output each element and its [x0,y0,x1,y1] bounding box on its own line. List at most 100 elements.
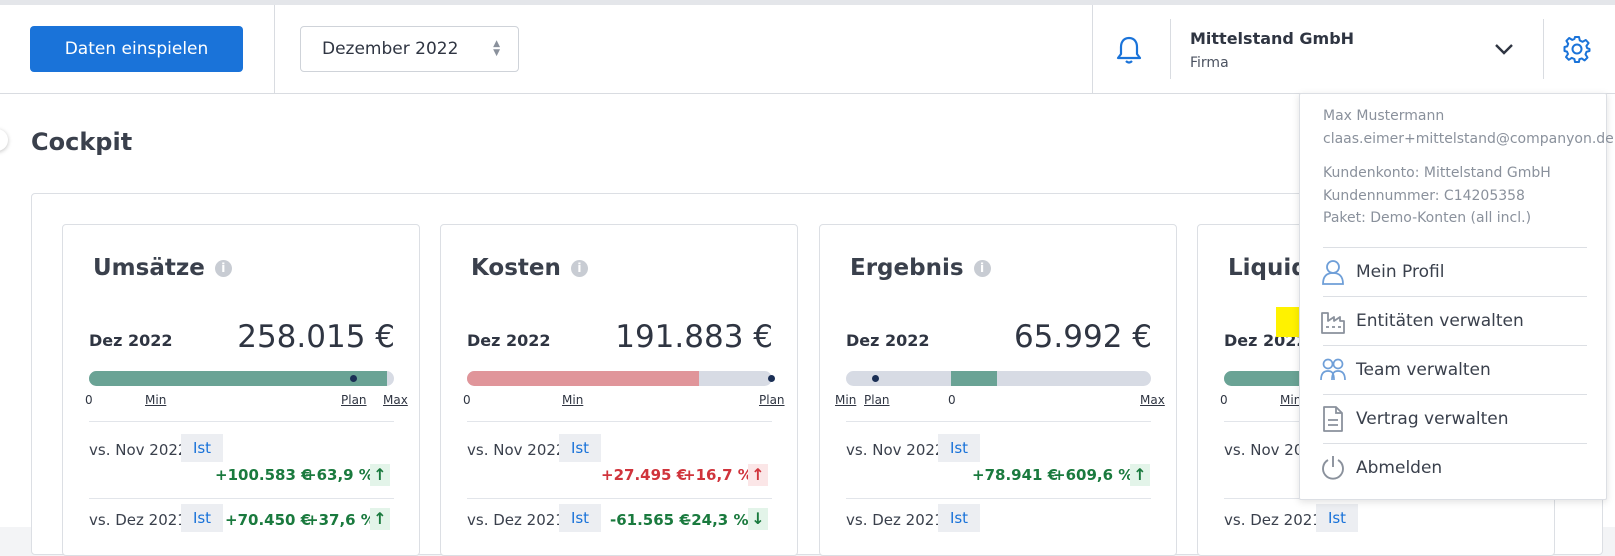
menu-item-logout[interactable]: Abmelden [1300,447,1606,489]
menu-divider [1323,345,1587,346]
progress-bar [846,371,1151,386]
main-content: Cockpit Umsätze i Dez 2022 258.015 € 0 Mi… [0,94,1615,556]
arrow-up-icon: ↑ [1130,464,1150,486]
company-name[interactable]: Mittelstand GmbH [1190,29,1355,48]
menu-divider [1323,394,1587,395]
card-title: Umsätze i [93,255,232,281]
comparison-label: vs. Dez 2021 [846,511,944,529]
arrow-down-icon: ↓ [748,508,768,530]
ist-badge[interactable]: Ist [181,504,223,532]
comparison-label: vs. Dez 2021 [89,511,187,529]
power-icon [1322,456,1344,480]
card-title: Ergebnis i [850,255,991,281]
ist-badge[interactable]: Ist [1316,504,1358,532]
delta-percent: +609,6 % [1053,466,1134,484]
comparison-label: vs. Nov 2022 [89,441,188,459]
divider [467,498,772,499]
menu-item-label: Vertrag verwalten [1356,409,1509,429]
card-period: Dez 2022 [467,331,551,350]
chevron-down-icon[interactable] [1494,42,1514,56]
package-info: Paket: Demo-Konten (all incl.) [1323,210,1532,226]
delta-percent: +16,7 % [683,466,753,484]
tick-label: Plan [341,393,367,407]
tick-label: Plan [759,393,785,407]
comparison-label: vs. Nov 2022 [846,441,945,459]
arrow-up-icon: ↑ [370,508,390,530]
delta-absolute: +78.941 € [972,466,1059,484]
user-name: Max Mustermann [1323,108,1445,124]
divider [89,421,394,422]
page-title: Cockpit [31,128,133,156]
progress-bar [467,371,772,386]
menu-item-label: Team verwalten [1356,360,1491,380]
menu-divider [1323,296,1587,297]
card-period: Dez 2022 [846,331,930,350]
delta-percent: -24,3 % [685,511,749,529]
company-role: Firma [1190,55,1229,71]
delta-percent: +63,9 % [304,466,374,484]
ist-badge[interactable]: Ist [559,504,601,532]
menu-item-profile[interactable]: Mein Profil [1300,251,1606,293]
user-email: claas.eimer+mittelstand@companyon.de [1323,131,1614,147]
period-select[interactable]: Dezember 2022 ▲ ▼ [300,26,519,72]
customer-account: Kundenkonto: Mittelstand GmbH [1323,165,1551,181]
divider [846,421,1151,422]
import-data-button[interactable]: Daten einspielen [30,26,243,72]
card-period: Dez 2022 [89,331,173,350]
ist-badge[interactable]: Ist [938,504,980,532]
divider [467,421,772,422]
tick-label: 0 [85,393,93,407]
customer-number: Kundennummer: C14205358 [1323,188,1525,204]
menu-item-label: Mein Profil [1356,262,1445,282]
delta-percent: +37,6 % [306,511,376,529]
info-icon[interactable]: i [570,260,588,277]
delta-absolute: +27.495 € [601,466,688,484]
tick-label: 0 [948,393,956,407]
menu-item-manage-team[interactable]: Team verwalten [1300,349,1606,391]
top-header: Daten einspielen Dezember 2022 ▲ ▼ Mittel… [0,5,1615,94]
tick-label: Min [562,393,584,407]
document-icon [1323,406,1343,432]
team-icon [1320,358,1346,381]
header-divider [1543,19,1544,79]
comparison-label: vs. Nov 2022 [467,441,566,459]
plan-marker [872,375,879,382]
comparison-label: vs. Dez 2021 [467,511,565,529]
menu-item-label: Abmelden [1356,458,1443,478]
card-title: Kosten i [471,255,588,281]
bell-icon[interactable] [1115,35,1143,65]
tick-label: Min [1280,393,1302,407]
sidebar-toggle[interactable] [0,129,8,151]
ist-badge[interactable]: Ist [559,434,601,462]
card-amount: 65.992 € [1013,319,1152,355]
tick-label: 0 [1220,393,1228,407]
plan-marker [350,375,357,382]
tick-label: 0 [463,393,471,407]
info-icon[interactable]: i [973,260,991,277]
select-arrows-icon: ▲ ▼ [493,39,500,58]
menu-item-manage-entities[interactable]: Entitäten verwalten [1300,300,1606,342]
header-divider [1092,5,1093,93]
header-divider [1170,19,1171,79]
menu-divider [1323,247,1587,248]
gear-icon[interactable] [1563,35,1591,63]
user-menu-dropdown: Max Mustermann claas.eimer+mittelstand@c… [1299,93,1614,500]
ist-badge[interactable]: Ist [938,434,980,462]
card-title: Liquid [1228,255,1308,281]
arrow-up-icon: ↑ [748,464,768,486]
ist-badge[interactable]: Ist [181,434,223,462]
progress-bar [89,371,394,386]
period-select-value: Dezember 2022 [322,39,459,59]
top-border [0,0,1615,5]
info-icon[interactable]: i [214,260,232,277]
tick-label: Min [835,393,857,407]
comparison-label: vs. Dez 2021 [1224,511,1322,529]
menu-item-manage-contract[interactable]: Vertrag verwalten [1300,398,1606,440]
divider [846,498,1151,499]
comparison-label: vs. Nov 2022 [1224,441,1323,459]
card-amount: 191.883 € [615,319,773,355]
kpi-card-ergebnis: Ergebnis i Dez 2022 65.992 € Min Plan 0 M… [819,224,1177,556]
header-divider [274,5,275,93]
kpi-card-umsaetze: Umsätze i Dez 2022 258.015 € 0 Min Plan M… [62,224,420,556]
tick-label: Plan [864,393,890,407]
